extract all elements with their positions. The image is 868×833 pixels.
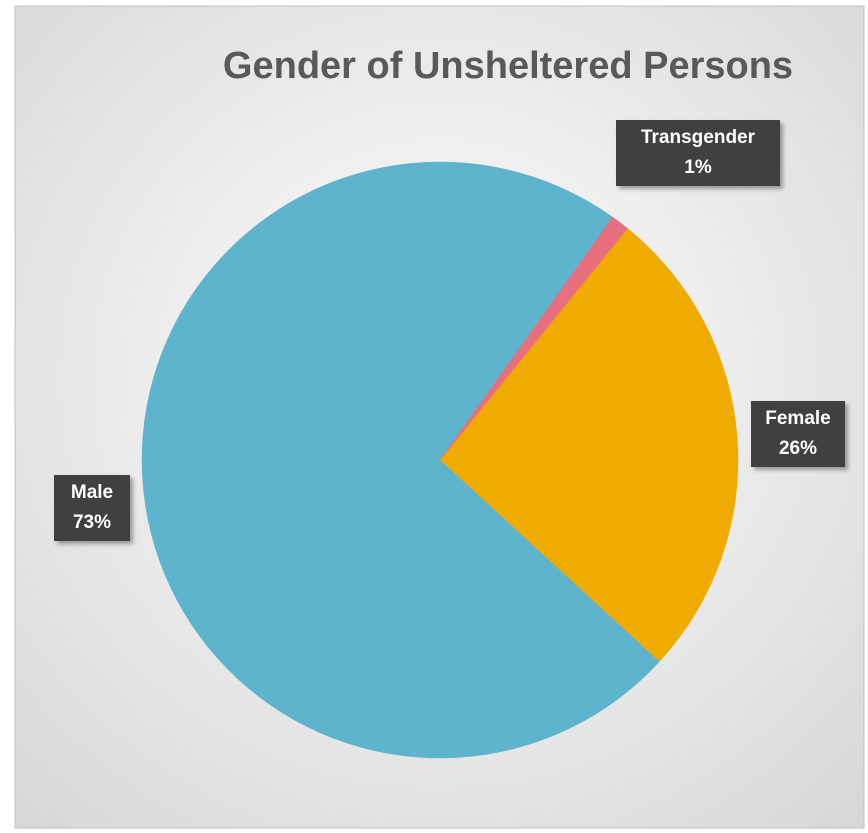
category-label: Male: [71, 482, 113, 503]
pie-slice: [141, 161, 660, 759]
category-label: Female: [765, 408, 830, 429]
label-box: [751, 401, 845, 467]
data-label: Male 73%: [54, 475, 130, 541]
label-box: [54, 475, 130, 541]
pie-slice: [439, 228, 739, 663]
value-label: 1%: [684, 157, 712, 178]
value-label: 26%: [779, 438, 817, 459]
chart-title: Gender of Unsheltered Persons: [223, 45, 793, 87]
data-label: Female 26%: [751, 401, 845, 467]
value-label: 73%: [73, 512, 111, 533]
pie-slice: [439, 216, 628, 461]
label-box: [616, 120, 780, 186]
category-label: Transgender: [641, 127, 756, 148]
data-label: Transgender 1%: [616, 120, 780, 186]
